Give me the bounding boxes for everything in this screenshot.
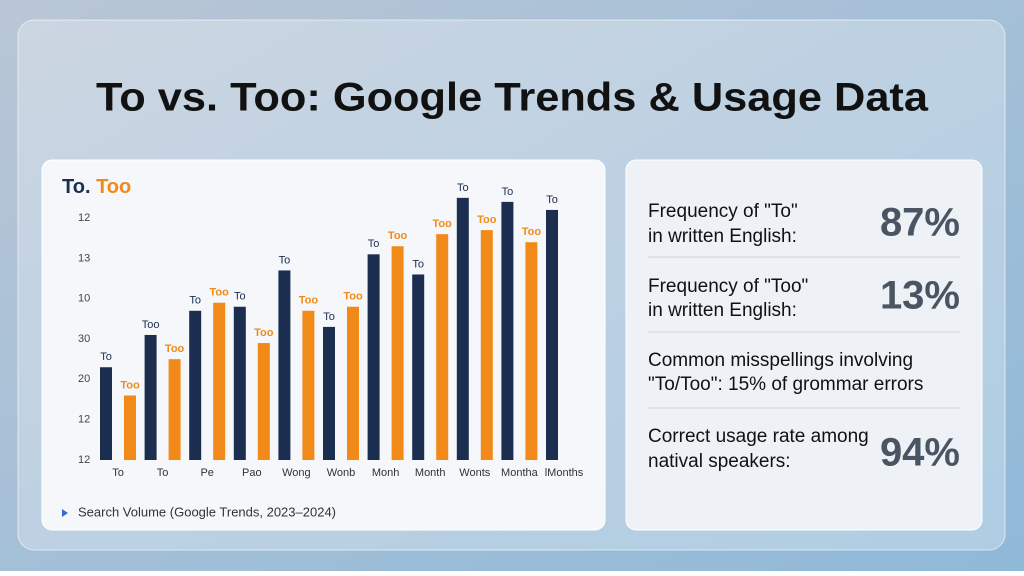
bar-label: Too bbox=[210, 287, 230, 299]
x-tick-label: Wonts bbox=[459, 467, 490, 479]
bar bbox=[480, 230, 493, 460]
y-tick-label: 10 bbox=[78, 293, 90, 305]
bar bbox=[501, 201, 514, 460]
bar-label: Too bbox=[165, 343, 185, 355]
bar bbox=[347, 306, 359, 460]
stat-label: in written English: bbox=[648, 226, 797, 247]
stat-value: 87% bbox=[880, 201, 960, 245]
bar-label: Too bbox=[343, 291, 363, 303]
x-tick-label: To bbox=[157, 467, 169, 479]
bar-label: Too bbox=[388, 230, 408, 242]
stat-value: 13% bbox=[880, 274, 960, 318]
y-tick-label: 12 bbox=[78, 212, 90, 224]
bar bbox=[456, 197, 469, 461]
y-tick-label: 12 bbox=[78, 454, 90, 466]
x-tick-label: To bbox=[112, 467, 124, 479]
bar-label: Too bbox=[433, 218, 453, 230]
bar-label: Too bbox=[254, 327, 274, 339]
x-tick-label: Pe bbox=[200, 467, 213, 479]
bar bbox=[257, 343, 270, 460]
caption-marker bbox=[62, 509, 68, 517]
bar bbox=[100, 367, 112, 460]
x-tick-label: Pao bbox=[242, 467, 262, 479]
bar bbox=[213, 302, 226, 460]
stat-label: Common misspellings involving bbox=[648, 350, 913, 371]
bar-label: To bbox=[546, 194, 558, 206]
bar-label: Too bbox=[477, 214, 497, 226]
bar bbox=[323, 326, 335, 460]
bar bbox=[144, 334, 157, 460]
bar-label: To bbox=[279, 254, 291, 266]
bar-label: To bbox=[189, 295, 201, 307]
bar-label: To bbox=[412, 258, 424, 270]
bar bbox=[278, 270, 291, 460]
x-tick-label: Montha bbox=[501, 467, 539, 479]
x-tick-label: Wong bbox=[282, 467, 311, 479]
stat-label: Frequency of "To" bbox=[648, 201, 798, 222]
bar bbox=[302, 310, 315, 460]
x-tick-label: lMonths bbox=[545, 467, 584, 479]
bar bbox=[391, 246, 404, 460]
bar bbox=[124, 395, 136, 460]
stat-label: "To/Too": 15% of grommar errors bbox=[648, 374, 923, 395]
bar bbox=[189, 310, 202, 460]
bar-label: Too bbox=[522, 226, 542, 238]
caption: Search Volume (Google Trends, 2023–2024) bbox=[78, 504, 336, 519]
bar-label: Too bbox=[299, 295, 319, 307]
bar bbox=[525, 242, 538, 460]
bar-label: To bbox=[502, 186, 514, 198]
bar-label: To bbox=[368, 238, 380, 250]
stat-label: Correct usage rate among bbox=[648, 426, 869, 447]
stat-label: Frequency of "Too" bbox=[648, 276, 808, 297]
bar-label: To bbox=[323, 311, 335, 323]
page-title: To vs. Too: Google Trends & Usage Data bbox=[96, 76, 929, 120]
x-tick-label: Monh bbox=[372, 467, 400, 479]
bar bbox=[168, 359, 181, 460]
stat-label: natival speakers: bbox=[648, 451, 791, 472]
chart-title-part: Too bbox=[96, 176, 131, 198]
bar bbox=[233, 306, 246, 460]
x-tick-label: Month bbox=[415, 467, 446, 479]
y-tick-label: 20 bbox=[78, 373, 90, 385]
bar bbox=[367, 254, 380, 460]
chart-title: To. Too bbox=[62, 176, 131, 198]
stats-card bbox=[625, 159, 983, 531]
bar bbox=[546, 209, 558, 460]
x-tick-label: Wonb bbox=[327, 467, 356, 479]
bar-label: To bbox=[457, 182, 469, 194]
bar bbox=[436, 234, 449, 460]
stat-label: in written English: bbox=[648, 300, 797, 321]
y-tick-label: 12 bbox=[78, 414, 90, 426]
bar-label: Too bbox=[120, 379, 140, 391]
bar-label: Too bbox=[142, 319, 160, 331]
bar-label: To bbox=[234, 291, 246, 303]
chart-title-part: To. bbox=[62, 176, 91, 198]
bar bbox=[412, 274, 425, 460]
y-tick-label: 30 bbox=[78, 333, 90, 345]
y-tick-label: 13 bbox=[78, 252, 90, 264]
bar-label: To bbox=[100, 351, 112, 363]
stat-value: 94% bbox=[880, 431, 960, 475]
